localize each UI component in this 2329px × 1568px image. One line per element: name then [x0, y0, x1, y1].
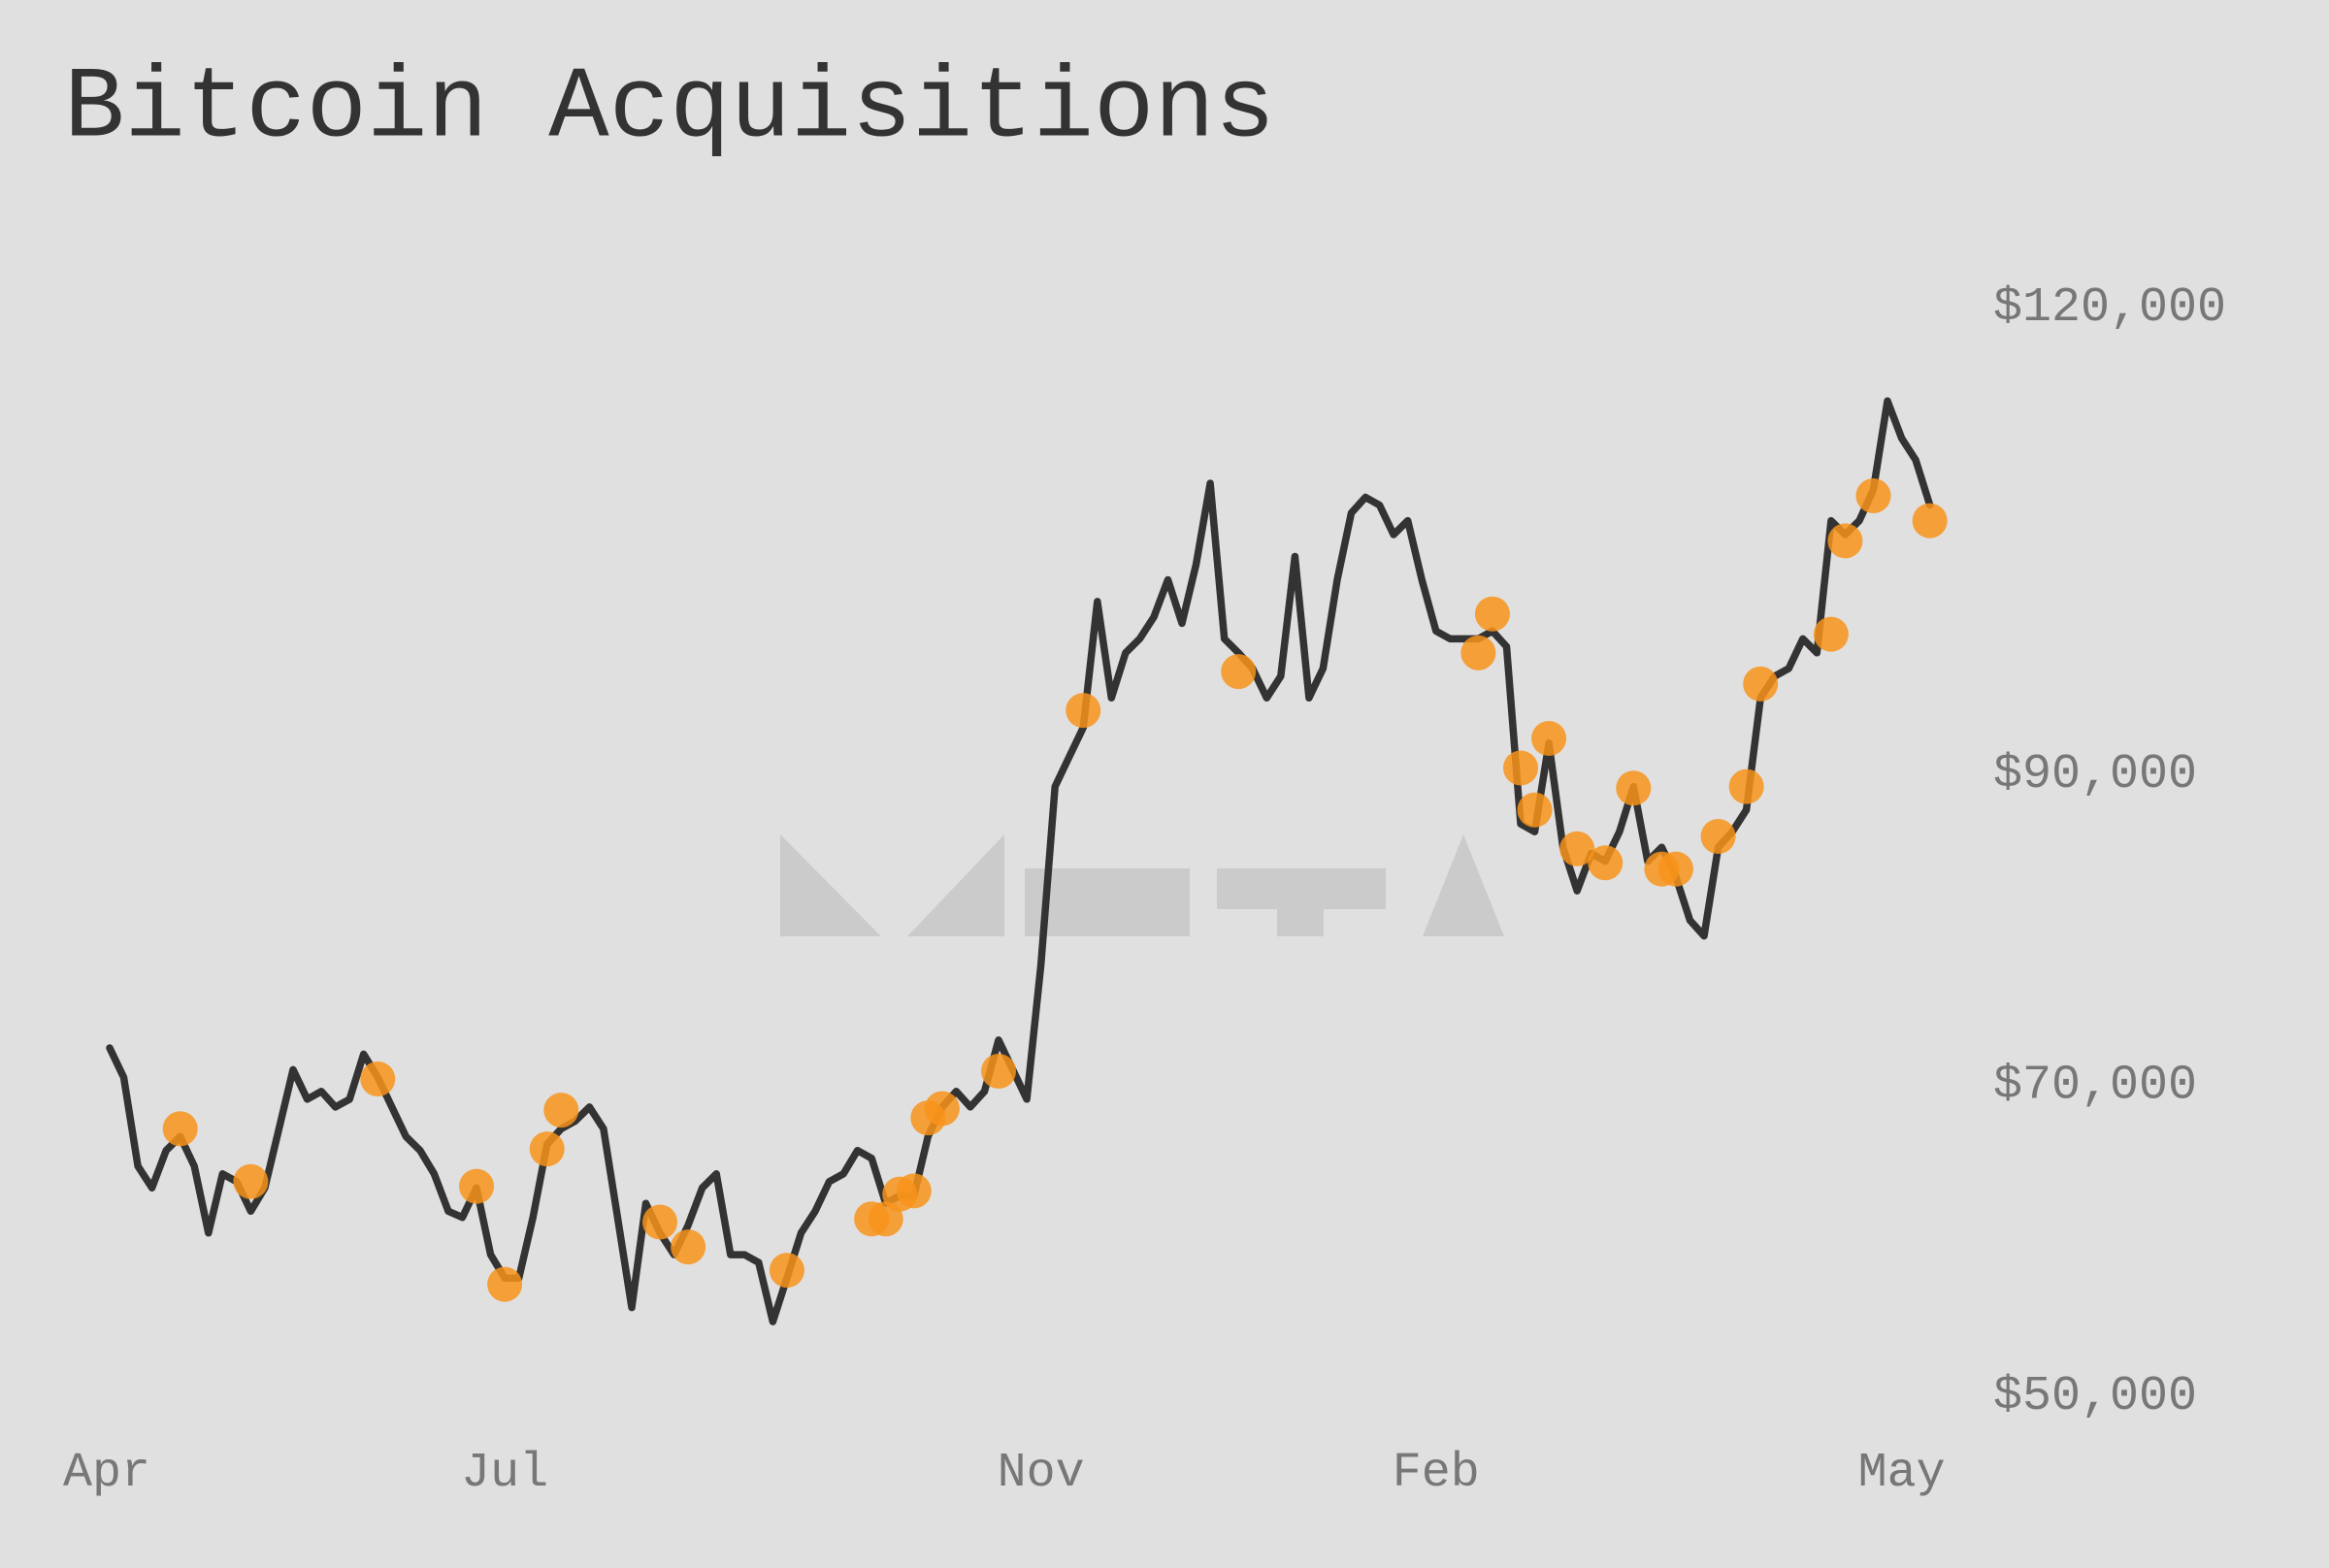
chart-title: Bitcoin Acquisitions	[64, 51, 1275, 166]
x-tick-label: Feb	[1393, 1446, 1480, 1501]
acquisition-dot	[1813, 616, 1849, 652]
watermark	[780, 834, 1504, 936]
x-tick-label: Apr	[63, 1446, 150, 1501]
acquisition-dot	[162, 1111, 198, 1147]
acquisition-dot	[233, 1163, 269, 1199]
acquisition-dot	[1700, 818, 1736, 854]
acquisition-dot	[360, 1062, 396, 1097]
x-tick-label: Jul	[461, 1446, 548, 1501]
y-tick-label: $70,000	[1993, 1059, 2197, 1114]
acquisition-dot	[769, 1253, 804, 1289]
acquisition-dot	[671, 1229, 706, 1265]
acquisition-dot	[1531, 720, 1567, 756]
acquisition-dot	[1066, 693, 1101, 729]
acquisition-dot	[896, 1173, 932, 1209]
acquisition-dot	[1221, 654, 1257, 690]
acquisition-dot	[1460, 635, 1496, 670]
acquisition-dot	[529, 1131, 565, 1167]
acquisition-dot	[543, 1093, 579, 1128]
acquisition-dot	[487, 1266, 523, 1302]
acquisition-dot	[1657, 851, 1693, 887]
y-tick-label: $90,000	[1993, 747, 2197, 802]
acquisition-dot	[1474, 596, 1510, 632]
price-line	[106, 397, 1934, 1325]
x-tick-label: Nov	[998, 1446, 1085, 1501]
acquisition-dot	[1855, 477, 1891, 513]
y-tick-label: $120,000	[1993, 280, 2226, 336]
acquisition-dot	[981, 1054, 1017, 1090]
acquisition-dot	[1743, 666, 1779, 702]
acquisition-dot	[1588, 845, 1624, 881]
acquisition-dot	[642, 1204, 678, 1240]
x-tick-label: May	[1858, 1446, 1946, 1501]
acquisition-dot	[1517, 792, 1553, 828]
acquisition-dot	[1616, 770, 1652, 806]
acquisition-dot	[459, 1168, 495, 1204]
acquisition-dot	[1503, 750, 1538, 786]
y-tick-label: $50,000	[1993, 1369, 2197, 1424]
acquisition-dot	[1728, 768, 1764, 804]
acquisition-dot	[924, 1091, 960, 1127]
acquisition-dot	[1827, 523, 1863, 559]
acquisition-dot	[1559, 831, 1595, 866]
acquisition-dot	[1912, 503, 1948, 539]
